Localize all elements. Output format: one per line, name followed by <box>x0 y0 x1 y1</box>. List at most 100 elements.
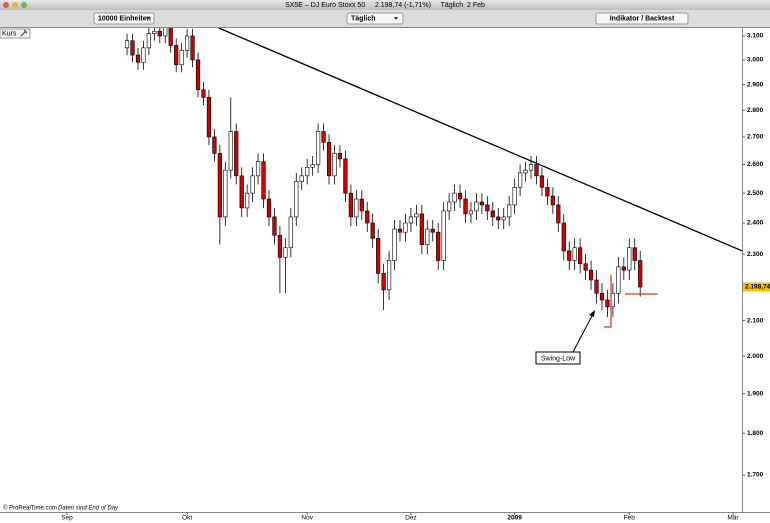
button-label[interactable]: 10000 Einheiten <box>98 15 151 22</box>
y-tick-label: 2.900 <box>747 81 764 88</box>
panel-label: Kurs <box>2 30 17 37</box>
candle-body <box>168 28 173 46</box>
button[interactable]: 10000 Einheiten <box>93 12 155 25</box>
candle-body <box>250 175 255 194</box>
candle-body <box>124 40 130 49</box>
credit-note: Daten sind End of Day <box>58 506 119 512</box>
candle-body <box>310 164 315 168</box>
candle-body <box>288 216 293 249</box>
candle-body <box>425 228 430 245</box>
candle-body <box>245 192 250 209</box>
x-tick-label: Sep <box>61 515 73 522</box>
candle-body <box>321 131 326 143</box>
candle-body <box>632 247 637 261</box>
close-dot[interactable] <box>3 2 9 8</box>
swing-low-marker <box>604 275 658 328</box>
candle-body <box>152 30 157 34</box>
candle-body <box>507 204 512 218</box>
candle-body <box>343 158 348 194</box>
candle-body <box>255 161 261 177</box>
candle-body <box>485 204 490 212</box>
y-tick-label: 1.700 <box>747 472 764 479</box>
candle-body <box>348 192 353 218</box>
candle-body <box>408 216 414 224</box>
last-price-label: 2.198,74 <box>745 284 770 291</box>
candle-body <box>403 222 408 233</box>
candle-body <box>447 201 452 212</box>
candle-body <box>234 131 239 177</box>
candle-body <box>627 247 632 271</box>
candle-body <box>621 266 626 271</box>
candle-body <box>496 216 501 221</box>
y-tick-label: 2.600 <box>747 161 764 168</box>
max-dot[interactable] <box>21 2 27 8</box>
candle-body <box>381 273 386 291</box>
candle-body <box>468 210 474 215</box>
candle-body <box>616 266 621 294</box>
candle-body <box>332 153 337 177</box>
button[interactable]: Indikator / Backtest <box>595 12 689 25</box>
y-tick-label: 2.300 <box>747 251 764 258</box>
button-box[interactable] <box>346 12 404 25</box>
y-tick-label: 2.800 <box>747 107 764 114</box>
min-dot[interactable] <box>12 2 18 8</box>
candles <box>124 28 742 318</box>
candle-body <box>436 231 441 261</box>
candle-body <box>572 247 577 261</box>
candle-body <box>184 35 190 51</box>
annotation-text: Swing-Low <box>541 355 576 362</box>
candle-body <box>534 164 539 177</box>
candle-body <box>354 198 359 218</box>
candle-body <box>239 175 244 209</box>
candle-body <box>195 59 201 91</box>
candle-body <box>359 198 364 212</box>
candle-body <box>638 260 643 288</box>
candle-body <box>316 131 321 165</box>
candle-body <box>376 238 381 274</box>
candle-body <box>463 198 468 215</box>
button-label[interactable]: Indikator / Backtest <box>610 15 675 22</box>
y-tick-label: 2.000 <box>747 353 764 360</box>
panel-tag <box>0 28 31 39</box>
window-title: SX5E – DJ Euro Stoxx 50 2.198,74 (-1,71%… <box>285 2 485 9</box>
candle-body <box>599 292 605 301</box>
candle-body <box>441 210 446 261</box>
candle-body <box>190 35 195 61</box>
x-tick-label: Feb <box>624 515 636 522</box>
button-box[interactable] <box>595 12 689 25</box>
candle-body <box>550 195 555 206</box>
y-tick-label: 3.100 <box>747 33 764 40</box>
candle-body <box>539 175 545 188</box>
annotation-box <box>535 351 581 365</box>
candle-body <box>326 142 332 177</box>
candle-body <box>217 153 222 218</box>
candle-body <box>490 210 495 218</box>
candle-body <box>605 299 610 308</box>
candle-body <box>261 161 266 200</box>
candle-body <box>419 213 424 245</box>
x-tick-label: 2009 <box>507 515 522 522</box>
candle-body <box>479 201 484 206</box>
y-tick-label: 2.700 <box>747 134 764 141</box>
y-tick-label: 3.000 <box>747 57 764 64</box>
candle-body <box>588 269 594 281</box>
y-tick-label: 2.500 <box>747 190 764 197</box>
candle-body <box>228 131 233 171</box>
dropdown-arrow <box>146 17 150 20</box>
wrench-icon[interactable] <box>20 29 28 37</box>
candle-body <box>201 89 206 98</box>
candle-body <box>141 47 146 63</box>
dropdown-arrow <box>394 17 398 20</box>
candle-body <box>517 172 523 188</box>
candle-body <box>212 136 217 154</box>
trendline <box>218 28 742 252</box>
button-label[interactable]: Täglich <box>351 15 376 22</box>
candle-body <box>452 192 457 203</box>
candle-body <box>594 279 599 294</box>
button-box[interactable] <box>93 12 155 25</box>
candle-body <box>157 30 162 37</box>
candle-body <box>223 169 228 218</box>
button[interactable]: Täglich <box>346 12 404 25</box>
last-price-box <box>743 282 770 292</box>
